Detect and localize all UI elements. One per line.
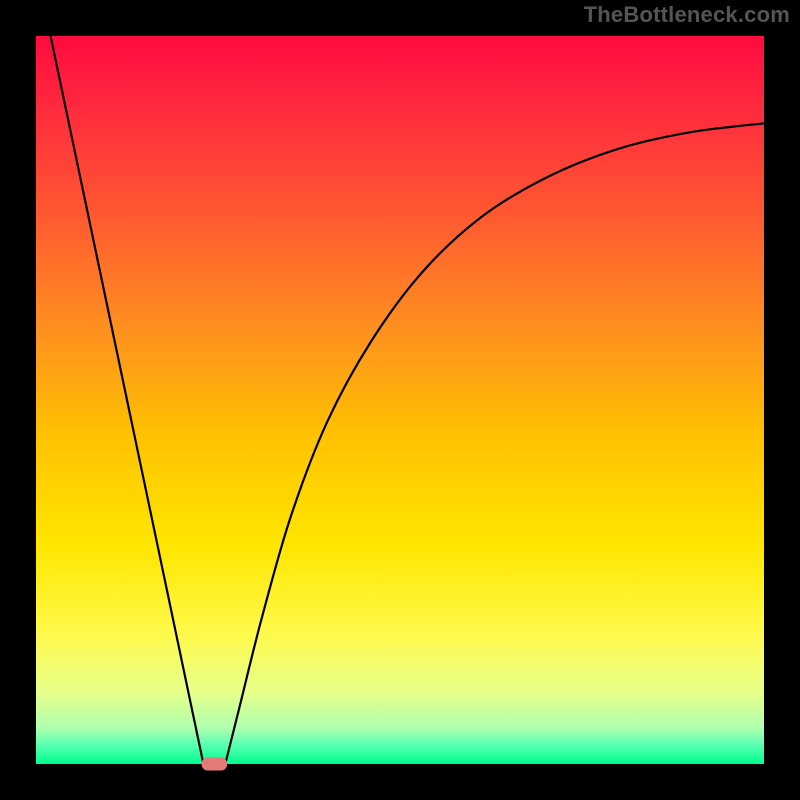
watermark-text: TheBottleneck.com <box>584 2 790 28</box>
bottleneck-chart <box>0 0 800 800</box>
plot-background <box>36 36 764 764</box>
chart-container: TheBottleneck.com <box>0 0 800 800</box>
minimum-marker <box>202 757 227 770</box>
